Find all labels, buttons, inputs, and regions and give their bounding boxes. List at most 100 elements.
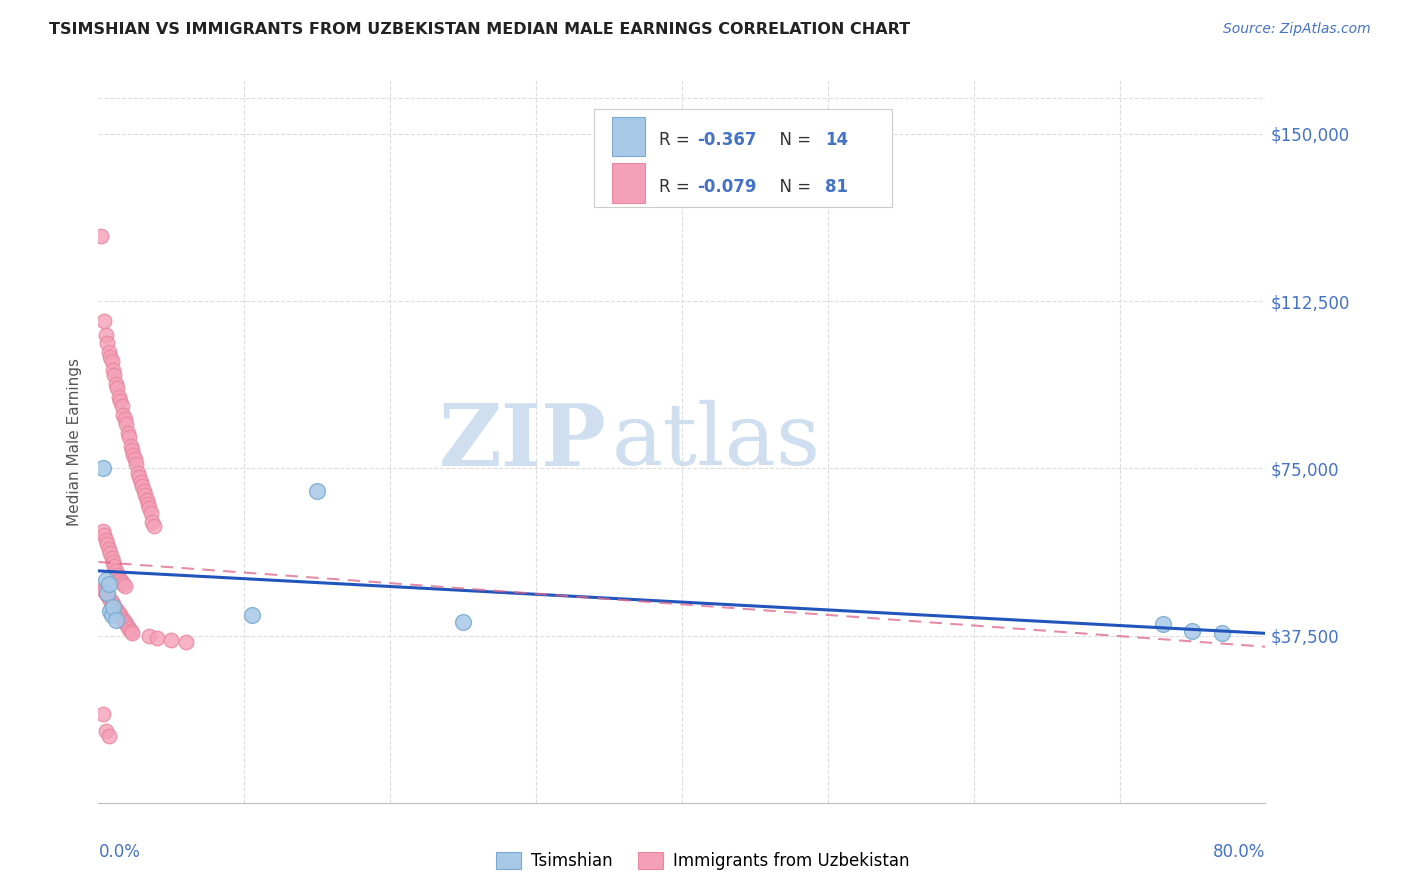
- Point: [94, 724, 117, 739]
- Point: [142, 519, 165, 533]
- Point: [111, 611, 134, 625]
- Point: [146, 631, 169, 645]
- Point: [108, 571, 131, 585]
- Point: [122, 448, 145, 462]
- Point: [93, 314, 115, 328]
- Point: [104, 376, 127, 391]
- Point: [117, 425, 139, 440]
- Point: [90, 229, 112, 244]
- Text: R =: R =: [658, 178, 695, 196]
- Legend: Tsimshian, Immigrants from Uzbekistan: Tsimshian, Immigrants from Uzbekistan: [489, 845, 917, 877]
- Point: [101, 598, 124, 612]
- Point: [124, 452, 146, 467]
- Point: [115, 617, 138, 632]
- Point: [138, 501, 160, 516]
- Point: [135, 492, 157, 507]
- Text: N =: N =: [769, 131, 817, 149]
- Point: [91, 524, 114, 538]
- Point: [94, 533, 117, 547]
- Text: -0.079: -0.079: [697, 178, 756, 196]
- Text: 14: 14: [825, 131, 849, 149]
- Point: [103, 599, 125, 614]
- Point: [98, 592, 121, 607]
- Point: [98, 546, 121, 560]
- Point: [96, 537, 118, 551]
- Point: [105, 604, 128, 618]
- Point: [97, 591, 120, 605]
- Point: [138, 628, 160, 642]
- Point: [112, 613, 135, 627]
- Point: [93, 583, 115, 598]
- Point: [117, 619, 139, 633]
- Point: [98, 350, 121, 364]
- Point: [132, 483, 155, 498]
- Point: [139, 506, 162, 520]
- Point: [96, 589, 118, 603]
- Point: [101, 555, 124, 569]
- Point: [128, 470, 150, 484]
- Point: [105, 381, 128, 395]
- Text: R =: R =: [658, 131, 695, 149]
- Point: [160, 633, 183, 648]
- Point: [97, 345, 120, 359]
- Point: [91, 461, 114, 475]
- Text: 81: 81: [825, 178, 848, 196]
- Text: atlas: atlas: [612, 400, 821, 483]
- Point: [129, 475, 152, 489]
- Bar: [612, 117, 644, 156]
- Point: [451, 615, 474, 630]
- Point: [1211, 626, 1233, 640]
- Point: [91, 582, 114, 596]
- Point: [91, 706, 114, 721]
- Text: -0.367: -0.367: [697, 131, 756, 149]
- Point: [110, 608, 132, 623]
- Point: [101, 363, 124, 377]
- Point: [125, 457, 148, 471]
- FancyBboxPatch shape: [595, 109, 891, 207]
- Point: [94, 586, 117, 600]
- Y-axis label: Median Male Earnings: Median Male Earnings: [67, 358, 83, 525]
- Point: [112, 577, 135, 591]
- Point: [114, 580, 136, 594]
- Point: [120, 439, 142, 453]
- Point: [104, 564, 127, 578]
- Text: 80.0%: 80.0%: [1213, 843, 1265, 861]
- Point: [174, 635, 197, 649]
- Point: [105, 568, 128, 582]
- Point: [121, 443, 143, 458]
- Point: [100, 595, 122, 609]
- Point: [1181, 624, 1204, 639]
- Point: [97, 577, 120, 591]
- Point: [127, 466, 149, 480]
- Point: [114, 615, 136, 630]
- Point: [103, 559, 125, 574]
- Point: [134, 488, 156, 502]
- Point: [121, 626, 143, 640]
- Point: [94, 573, 117, 587]
- Point: [118, 622, 141, 636]
- Point: [110, 394, 132, 409]
- Text: Source: ZipAtlas.com: Source: ZipAtlas.com: [1223, 22, 1371, 37]
- Point: [136, 497, 159, 511]
- Text: ZIP: ZIP: [439, 400, 606, 483]
- Point: [96, 336, 118, 351]
- Text: N =: N =: [769, 178, 817, 196]
- Point: [100, 550, 122, 565]
- Point: [131, 479, 153, 493]
- Point: [120, 624, 142, 639]
- Bar: [612, 163, 644, 203]
- Point: [141, 515, 163, 529]
- Point: [100, 608, 122, 623]
- Point: [93, 528, 115, 542]
- Point: [108, 607, 131, 621]
- Point: [1152, 617, 1174, 632]
- Point: [98, 604, 121, 618]
- Point: [104, 613, 127, 627]
- Point: [94, 327, 117, 342]
- Point: [118, 430, 141, 444]
- Point: [97, 729, 120, 743]
- Point: [110, 573, 132, 587]
- Point: [108, 390, 131, 404]
- Point: [100, 354, 122, 368]
- Point: [97, 541, 120, 556]
